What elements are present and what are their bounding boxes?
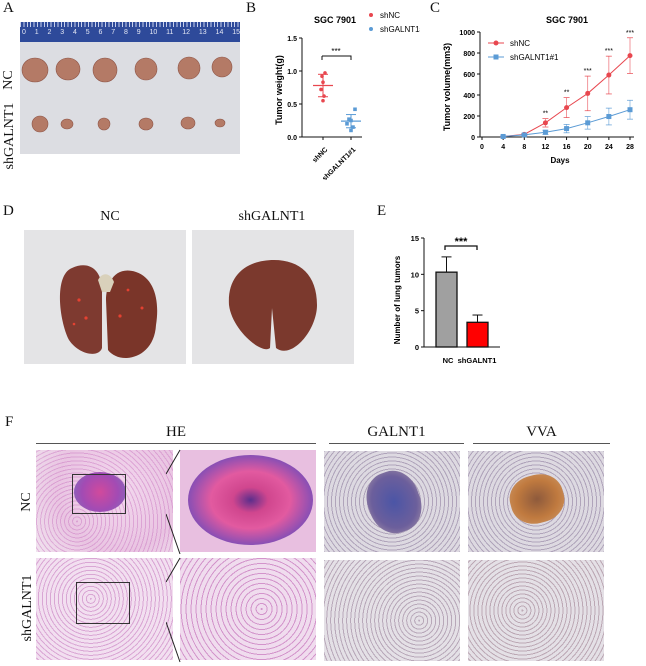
panel-f-galnt1-nc <box>324 451 460 552</box>
panel-e-chart: Number of lung tumors 0 5 10 15 *** NC shGA… <box>393 234 500 365</box>
svg-text:0.0: 0.0 <box>287 135 297 142</box>
panel-e-ylabel: Number of lung tumors <box>393 255 402 344</box>
panel-e-xtick-nc: NC <box>443 356 454 365</box>
ruler-tick-labels: 0 1 2 3 4 5 6 7 8 9 10 11 12 13 14 15 <box>22 29 240 36</box>
panel-f-row-label-shgalnt1: shGALNT1 <box>20 574 35 642</box>
panel-d-col-label-nc: NC <box>100 209 120 224</box>
panel-f-he-shgalnt1-lowmag <box>36 558 173 660</box>
svg-text:400: 400 <box>463 93 475 100</box>
svg-text:0: 0 <box>480 144 484 151</box>
panel-f-he-nc-highmag <box>180 450 316 552</box>
panel-f-galnt1-rule <box>329 443 464 444</box>
panel-f-col-title-he: HE <box>166 424 186 440</box>
panel-c-ylabel: Tumor volume(mm3) <box>442 43 452 131</box>
panel-c-legend-shgalnt1: shGALNT1#1 <box>510 53 559 62</box>
panel-f-zoom-connector-nc <box>166 449 181 555</box>
svg-text:200: 200 <box>463 114 475 121</box>
svg-text:**: ** <box>564 90 570 97</box>
svg-text:20: 20 <box>584 144 592 151</box>
panel-f-he-nc-lowmag <box>36 450 173 552</box>
svg-text:12: 12 <box>542 144 550 151</box>
panel-b-significance: *** <box>331 47 340 56</box>
panel-f-col-title-vva: VVA <box>526 424 557 440</box>
panel-a-row-label-shgalnt1: shGALNT1 <box>2 102 17 170</box>
panel-f-vva-rule <box>473 443 610 444</box>
panel-f-galnt1-shgalnt1 <box>324 560 460 661</box>
panel-a-letter: A <box>3 0 14 16</box>
panel-d-letter: D <box>3 203 14 219</box>
panel-b-chart: SGC 7901 Tumor weight(g) 0.0 0.5 1.0 1.5 sh… <box>274 11 420 180</box>
panel-e-significance: *** <box>455 236 469 248</box>
svg-text:1.5: 1.5 <box>287 36 297 43</box>
panel-e-letter: E <box>377 203 387 219</box>
panel-b-legend-shgalnt1: shGALNT1#1 <box>380 25 420 34</box>
panel-c-xlabel: Days <box>550 156 570 165</box>
svg-text:28: 28 <box>626 144 634 151</box>
svg-text:10: 10 <box>411 270 419 279</box>
svg-text:16: 16 <box>563 144 571 151</box>
panel-f-letter: F <box>5 414 14 430</box>
panel-f-zoom-connector-shgalnt1 <box>166 557 181 663</box>
panel-f-vva-shgalnt1 <box>468 560 604 661</box>
panel-f-col-title-galnt1: GALNT1 <box>367 424 426 440</box>
panel-b-title: SGC 7901 <box>314 15 356 25</box>
panel-d-col-label-shgalnt1: shGALNT1 <box>238 209 306 224</box>
svg-text:0: 0 <box>415 343 419 352</box>
svg-text:1.0: 1.0 <box>287 69 297 76</box>
svg-text:***: *** <box>626 30 634 37</box>
svg-text:15: 15 <box>411 234 419 243</box>
svg-text:8: 8 <box>522 144 526 151</box>
panel-c-legend-shnc: shNC <box>510 39 530 48</box>
panel-f-he-shgalnt1-highmag <box>180 558 316 660</box>
svg-text:0: 0 <box>471 135 475 142</box>
svg-text:**: ** <box>543 111 549 118</box>
svg-text:1000: 1000 <box>459 30 475 37</box>
panel-b-ylabel: Tumor weight(g) <box>274 55 284 125</box>
panel-c-title: SGC 7901 <box>546 15 588 25</box>
svg-text:***: *** <box>605 48 613 55</box>
zoom-box <box>72 474 126 514</box>
tumor-samples <box>21 56 233 133</box>
panel-e-xtick-shgalnt1: shGALNT1 <box>458 356 497 365</box>
panel-b-xtick-shnc: shNC <box>312 146 330 164</box>
svg-text:24: 24 <box>605 144 613 151</box>
panel-f-he-rule <box>36 443 316 444</box>
panel-c-chart: SGC 7901 Tumor volume(mm3) Days 02004006… <box>442 15 634 165</box>
svg-text:800: 800 <box>463 51 475 58</box>
panel-c-letter: C <box>430 0 441 16</box>
panel-d-lung-photo-shgalnt1 <box>192 230 354 364</box>
svg-text:5: 5 <box>415 307 419 316</box>
panel-d-lung-photo-nc <box>24 230 186 364</box>
zoom-box <box>76 582 130 624</box>
svg-text:4: 4 <box>501 144 505 151</box>
panel-f-vva-nc <box>468 451 604 552</box>
svg-text:600: 600 <box>463 72 475 79</box>
panel-b-legend-shnc: shNC <box>380 11 400 20</box>
ruler: 0 1 2 3 4 5 6 7 8 9 10 11 12 13 14 15 <box>20 22 240 42</box>
panel-a-tumor-photo: 0 1 2 3 4 5 6 7 8 9 10 11 12 13 14 15 <box>20 22 240 154</box>
panel-b-letter: B <box>246 0 257 16</box>
panel-f-row-label-nc: NC <box>19 492 34 512</box>
panel-a-row-label-nc: NC <box>1 70 16 90</box>
svg-text:0.5: 0.5 <box>287 102 297 109</box>
svg-text:***: *** <box>584 68 592 75</box>
